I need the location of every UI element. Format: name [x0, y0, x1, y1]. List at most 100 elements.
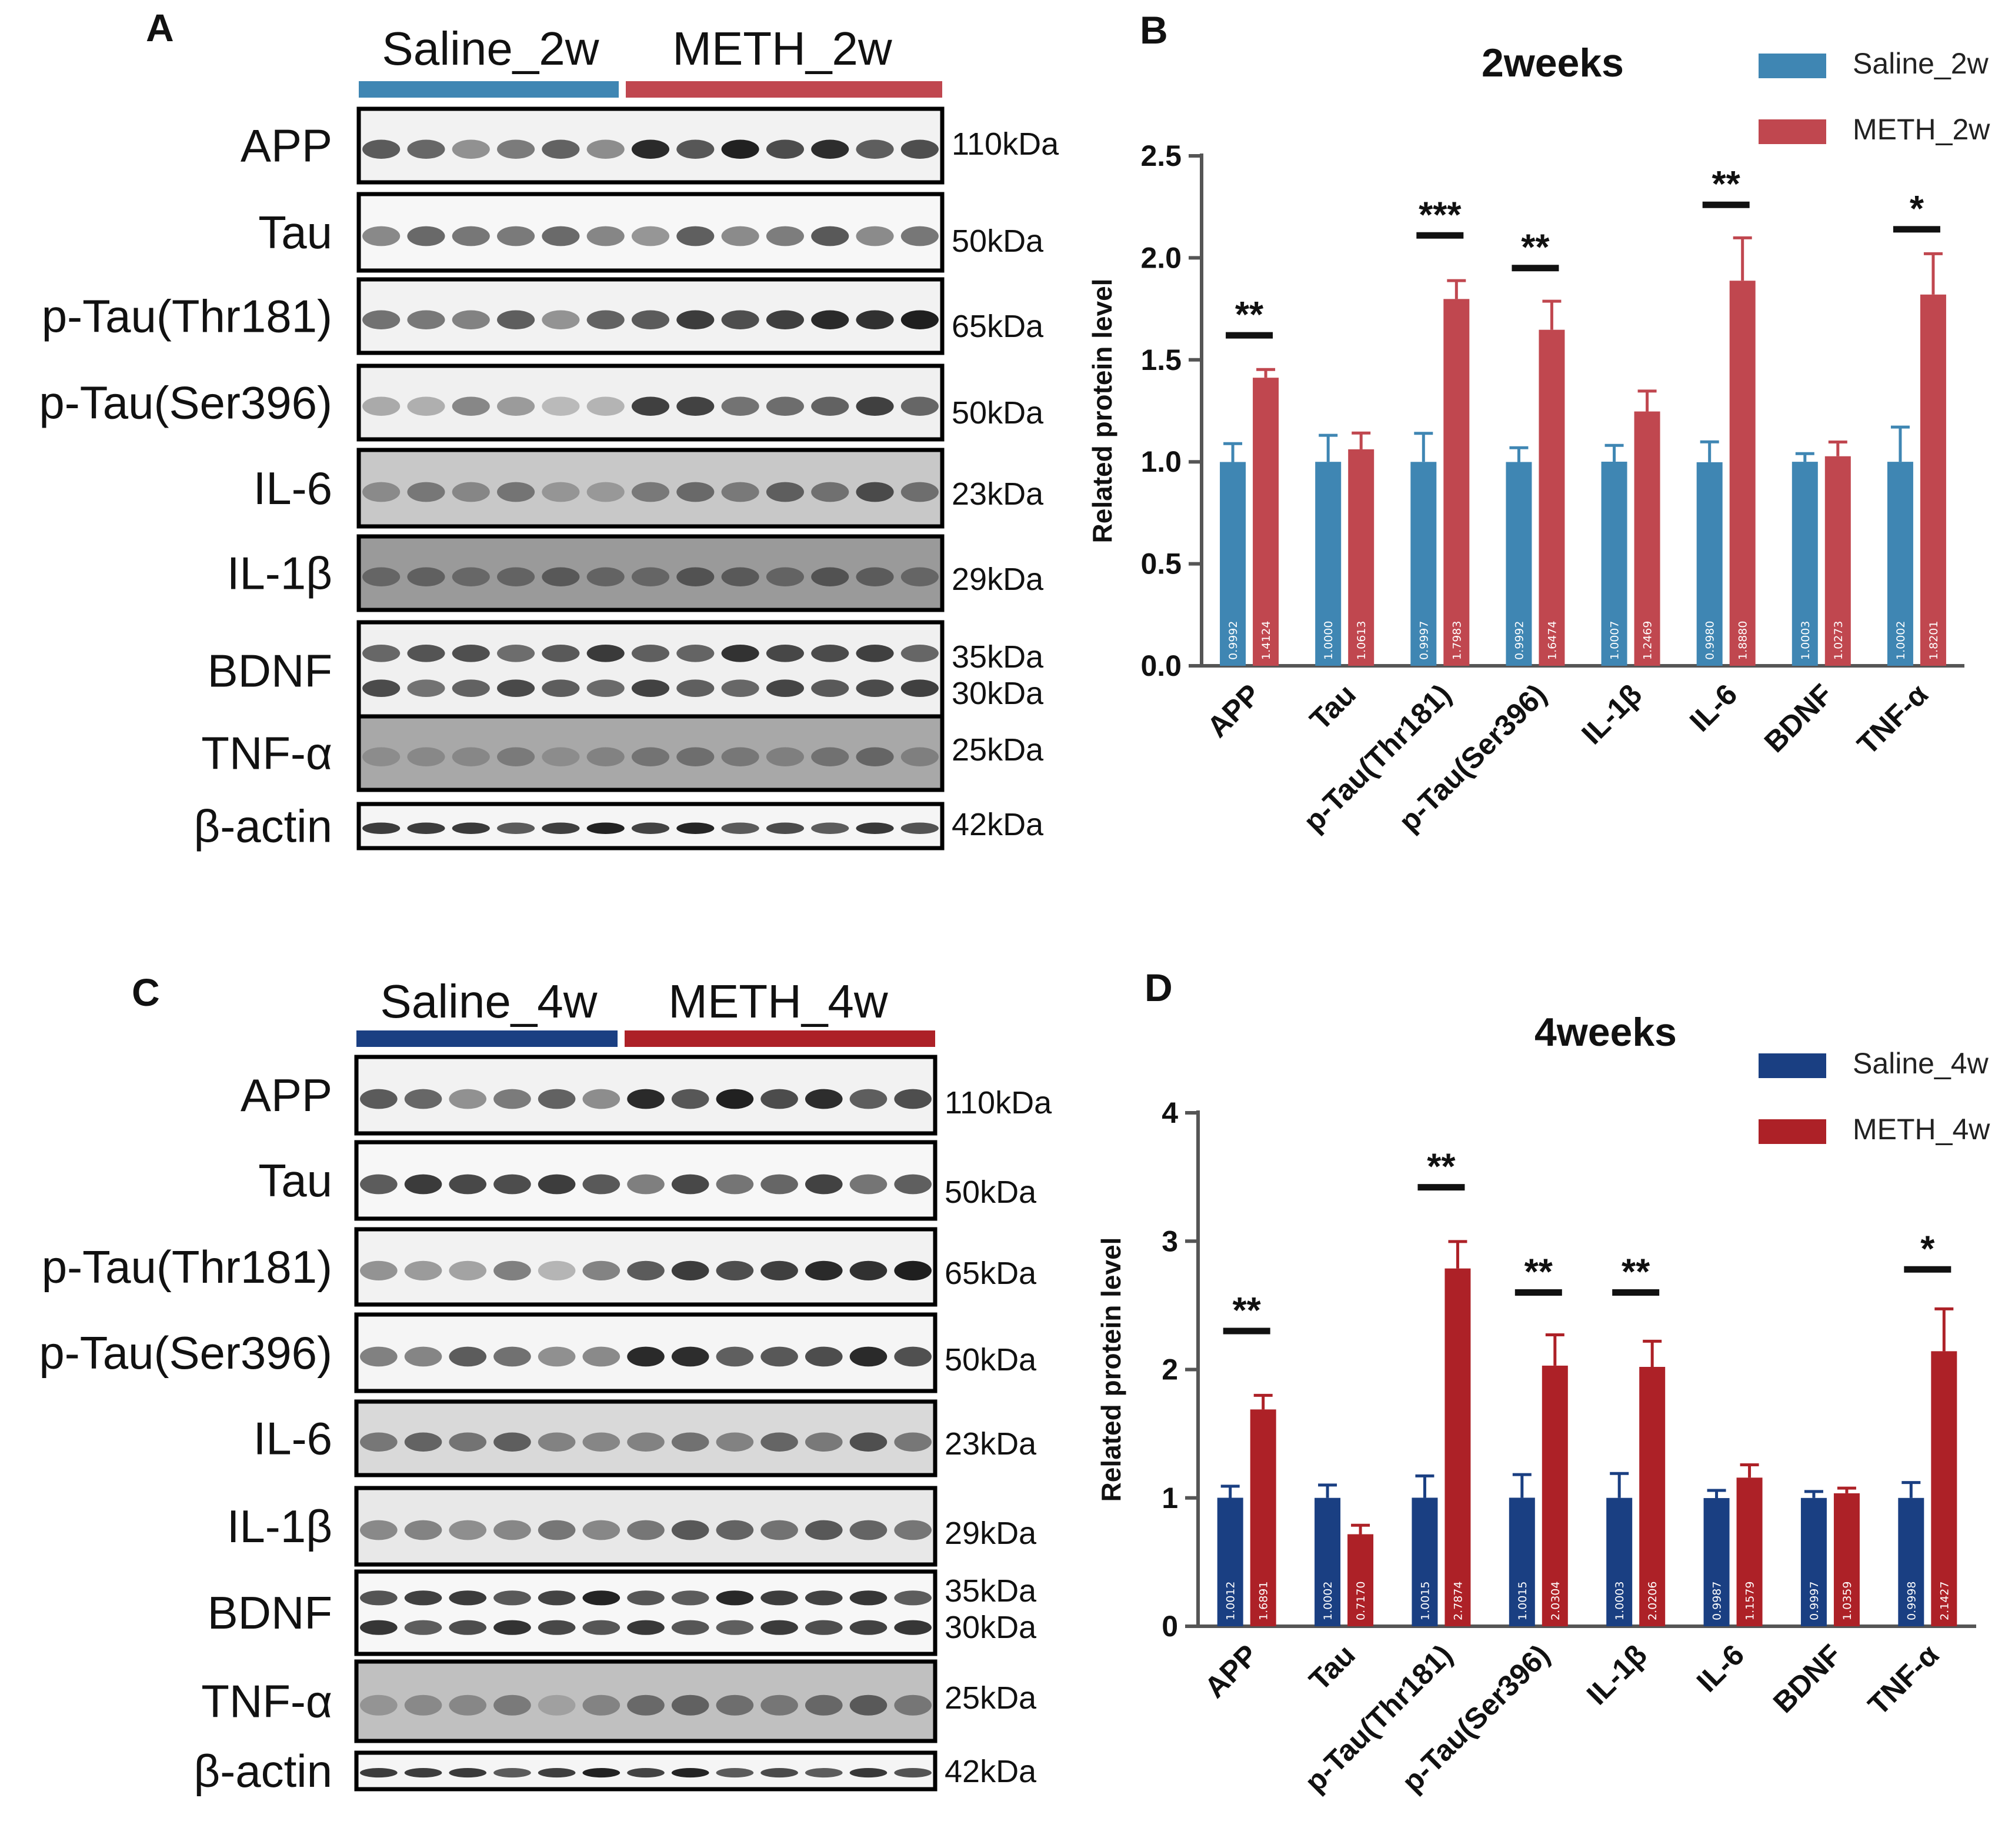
y-tick-label: 2.5: [1140, 139, 1182, 172]
blot-band: [671, 1346, 709, 1367]
blot-band: [360, 1432, 398, 1452]
blot-band: [716, 1620, 754, 1635]
blot-band: [404, 1089, 442, 1109]
legend-label: Saline_4w: [1853, 1047, 1989, 1080]
blot-band: [404, 1620, 442, 1635]
blot-band: [582, 1260, 620, 1281]
blot-band: [627, 1432, 665, 1452]
value-label: 1.0007: [1609, 621, 1622, 660]
blot-band: [721, 139, 759, 159]
blot-band: [582, 1694, 620, 1716]
blot-band: [407, 567, 445, 586]
blot-band: [766, 747, 804, 766]
blot-band: [721, 567, 759, 586]
value-label: 0.9987: [1711, 1582, 1724, 1620]
bar: [1824, 456, 1851, 666]
chart-title: 4weeks: [1534, 1010, 1677, 1055]
bar: [1444, 1268, 1471, 1626]
blot-band: [582, 1346, 620, 1367]
protein-label: β-actin: [194, 1745, 332, 1797]
blot-band: [766, 679, 804, 698]
kda-label: 110kDa: [952, 126, 1059, 162]
blot-band: [760, 1590, 798, 1606]
legend-swatch: [1759, 54, 1826, 78]
protein-label: p-Tau(Thr181): [42, 1241, 332, 1293]
significance-stars: **: [1712, 164, 1741, 205]
blot-band: [716, 1089, 754, 1109]
blot-band: [538, 1432, 576, 1452]
blot-band: [493, 1346, 531, 1367]
blot-band: [805, 1590, 843, 1606]
blot-band: [811, 747, 849, 766]
blot-band: [805, 1694, 843, 1716]
blot-band: [716, 1694, 754, 1716]
value-label: 1.0015: [1419, 1582, 1432, 1620]
blot-band: [362, 567, 401, 586]
bar: [1887, 462, 1913, 666]
kda-label: 29kDa: [945, 1516, 1037, 1551]
bar: [1696, 462, 1723, 666]
blot-band: [452, 396, 490, 416]
blot-band: [671, 1089, 709, 1109]
kda-label: 50kDa: [952, 395, 1044, 431]
blot-band: [894, 1346, 932, 1367]
blot-band: [586, 310, 625, 329]
legend-swatch: [1759, 1053, 1826, 1078]
value-label: 1.7983: [1450, 621, 1463, 660]
bar: [1506, 462, 1532, 666]
blot-band: [849, 1590, 888, 1606]
blot-band: [449, 1520, 487, 1540]
blot-band: [676, 822, 715, 834]
y-tick-label: 0.5: [1140, 548, 1182, 581]
blot-band: [811, 567, 849, 586]
x-tick-label: APP: [1201, 678, 1267, 743]
x-tick-label: IL-6: [1690, 1638, 1750, 1698]
blot-band: [671, 1432, 709, 1452]
blot-band: [811, 644, 849, 662]
blot-band: [894, 1432, 932, 1452]
blot-band: [362, 822, 401, 834]
blot-band: [900, 139, 939, 159]
bar: [1315, 1497, 1341, 1626]
blot-band: [538, 1346, 576, 1367]
blot-band: [452, 310, 490, 329]
blot-band: [721, 822, 759, 834]
blot-band: [452, 139, 490, 159]
blot-band: [676, 396, 715, 416]
blot-row-5: IL-1β 29kDa: [227, 1486, 1037, 1567]
blot-band: [811, 139, 849, 159]
value-label: 1.6474: [1546, 621, 1559, 660]
blot-band: [362, 139, 401, 159]
bar: [1606, 1497, 1633, 1626]
blot-band: [900, 310, 939, 329]
blot-band: [497, 396, 535, 416]
x-tick-label: Tau: [1303, 1638, 1362, 1697]
kda-label: 65kDa: [945, 1256, 1037, 1291]
blot-band: [404, 1432, 442, 1452]
protein-label: APP: [241, 120, 332, 172]
kda-label: 42kDa: [952, 807, 1044, 842]
western-blot-panel-2w: Saline_2w METH_2w APP 110kDa Tau 50kDa p-Tau(T…: [39, 22, 1059, 852]
kda-label: 50kDa: [945, 1342, 1037, 1377]
blot-band: [716, 1768, 754, 1778]
blot-band: [856, 310, 894, 329]
blot-band: [542, 679, 580, 698]
group-bar-meth: [626, 81, 942, 98]
blot-band: [760, 1174, 798, 1195]
bar: [1347, 1534, 1374, 1626]
blot-band: [362, 396, 401, 416]
blot-band: [452, 822, 490, 834]
value-label: 0.9992: [1513, 621, 1526, 660]
bar: [1833, 1493, 1860, 1626]
group-bar-saline: [356, 1030, 618, 1047]
protein-label: BDNF: [208, 1587, 332, 1639]
blot-band: [716, 1590, 754, 1606]
value-label: 1.0015: [1516, 1582, 1529, 1620]
value-label: 1.0003: [1799, 621, 1812, 660]
blot-band: [716, 1260, 754, 1281]
kda-label: 35kDa: [952, 639, 1044, 675]
significance-stars: *: [1920, 1229, 1935, 1269]
bar: [1639, 1367, 1666, 1626]
blot-band: [849, 1346, 888, 1367]
blot-band: [760, 1620, 798, 1635]
